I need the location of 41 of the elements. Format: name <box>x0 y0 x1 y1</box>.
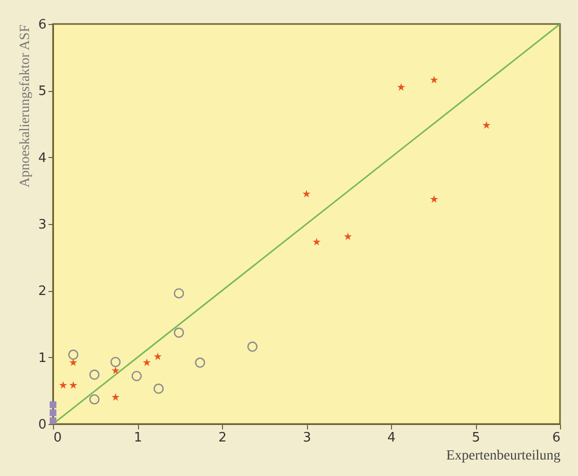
x-axis-title: Expertenbeurteilung <box>446 448 560 464</box>
x-tick-label: 2 <box>218 430 227 446</box>
x-tick-label: 1 <box>134 430 142 446</box>
y-tick-label: 3 <box>38 218 46 232</box>
point <box>247 342 258 352</box>
point <box>112 366 120 374</box>
x-tick-label: 6 <box>552 430 560 446</box>
x-tick-label: 4 <box>387 430 396 446</box>
point <box>132 370 142 382</box>
y-tick-label: 6 <box>38 18 46 32</box>
point <box>194 358 206 368</box>
point <box>89 370 100 380</box>
point <box>154 352 162 360</box>
point <box>69 381 78 389</box>
point <box>430 76 438 84</box>
point <box>112 393 120 401</box>
y-tick-label: 1 <box>38 350 46 366</box>
point <box>50 409 56 416</box>
point <box>68 350 78 360</box>
y-axis-title: Apnoeskalierungsfaktor ASF <box>18 24 34 188</box>
x-tick-label: 0 <box>54 430 62 446</box>
point <box>344 232 352 240</box>
x-tick-label: 3 <box>302 430 312 446</box>
y-tick-label: 5 <box>38 84 46 100</box>
point <box>302 190 310 198</box>
x-tick-label: 5 <box>472 430 480 446</box>
point <box>89 394 100 404</box>
point <box>482 121 490 129</box>
point <box>312 238 321 246</box>
point <box>174 288 184 298</box>
y-tick-label: 2 <box>38 284 46 300</box>
point <box>430 195 438 203</box>
y-tick-label: 4 <box>38 150 46 166</box>
point <box>142 358 151 366</box>
point <box>397 83 406 91</box>
point <box>59 381 68 389</box>
y-tick-label: 0 <box>38 418 46 432</box>
point <box>110 356 121 368</box>
point <box>174 328 184 338</box>
point <box>154 384 164 394</box>
point <box>50 401 56 408</box>
